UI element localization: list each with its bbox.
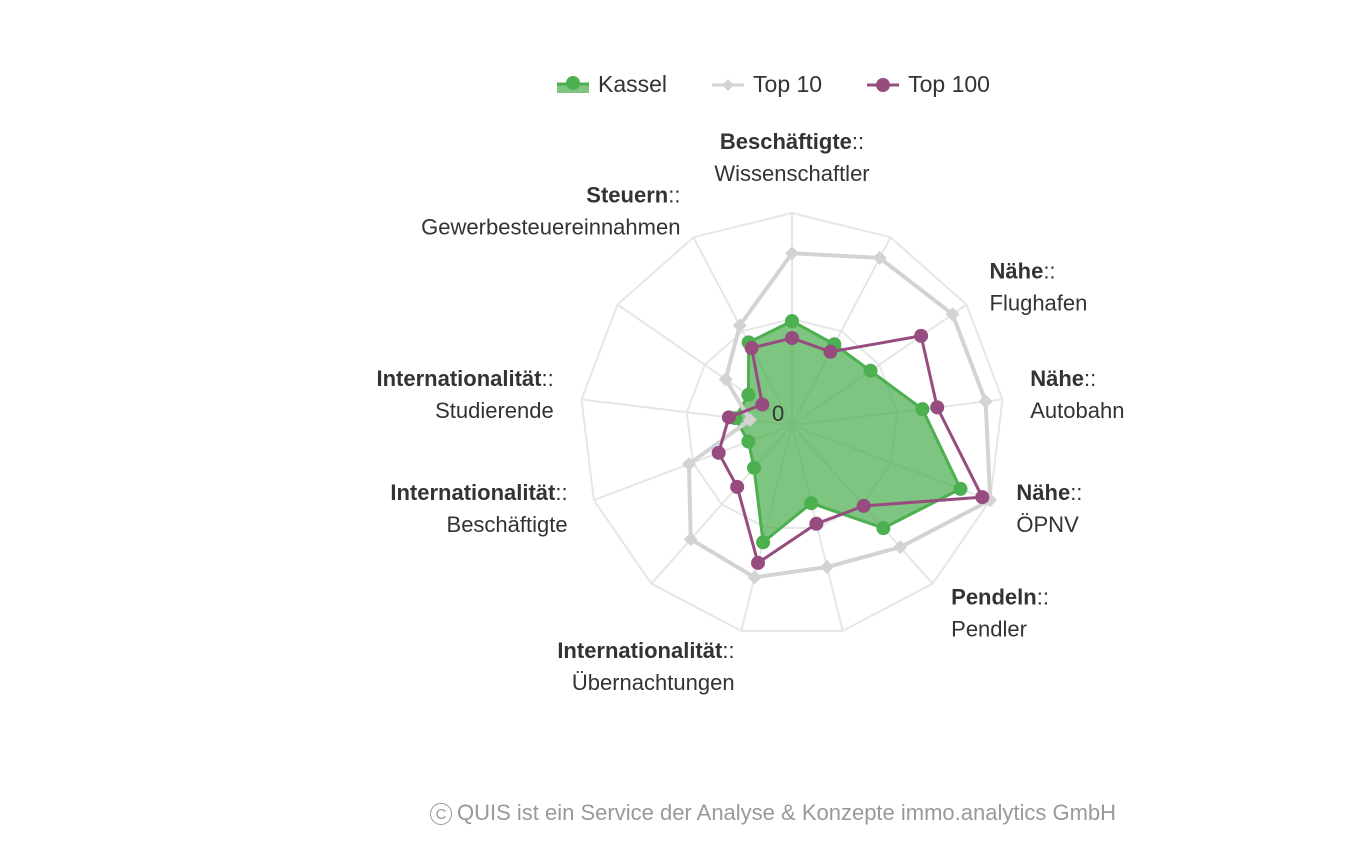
point-top-10-9 bbox=[681, 457, 696, 472]
radial-tick-label-0: 0 bbox=[772, 401, 784, 426]
chart-legend: Kassel Top 10 Top 100 bbox=[556, 70, 990, 98]
point-kassel-5 bbox=[876, 521, 891, 536]
series-line-top-10 bbox=[686, 251, 993, 580]
axis-label-0: Beschäftigte:: Wissenschaftler bbox=[714, 129, 869, 186]
axis-label-name: Autobahn bbox=[1030, 398, 1124, 423]
axis-label-group: Pendeln bbox=[951, 585, 1037, 610]
axis-label-3: Nähe:: Autobahn bbox=[1030, 366, 1124, 423]
grid-ring-100 bbox=[580, 211, 1004, 632]
point-top-10-0 bbox=[785, 246, 799, 261]
axis-label-name: Beschäftigte bbox=[447, 512, 568, 537]
point-top-100-0 bbox=[785, 331, 799, 346]
point-top-100-6 bbox=[809, 516, 824, 531]
series-area-kassel bbox=[735, 321, 961, 543]
point-top-100-7 bbox=[751, 555, 766, 570]
point-top-100-10 bbox=[721, 410, 736, 425]
point-top-100-1 bbox=[823, 344, 838, 359]
axis-label-10: Internationalität:: Studierende bbox=[376, 366, 553, 423]
axis-label-group: Internationalität bbox=[390, 480, 556, 505]
point-top-10-6 bbox=[820, 560, 835, 575]
point-kassel-6 bbox=[804, 496, 819, 511]
copyright-icon: C bbox=[430, 803, 452, 825]
legend-label-kassel: Kassel bbox=[598, 70, 668, 97]
series-top-10 bbox=[681, 246, 998, 585]
axis-label-2: Nähe:: Flughafen bbox=[990, 259, 1088, 316]
axis-label-12: Steuern:: Gewerbesteuereinnahmen bbox=[421, 182, 680, 239]
series-top-100 bbox=[711, 328, 990, 570]
footer-text: QUIS ist ein Service der Analyse & Konze… bbox=[457, 800, 1117, 825]
legend-item-top-10[interactable]: Top 10 bbox=[711, 70, 822, 98]
axis-label-name: Übernachtungen bbox=[572, 670, 735, 695]
axis-label-group: Nähe bbox=[1030, 366, 1084, 391]
axis-label-separator: :: bbox=[1043, 259, 1055, 284]
axis-label-separator: :: bbox=[852, 129, 864, 154]
axis-label-separator: :: bbox=[668, 182, 680, 207]
axis-label-separator: :: bbox=[555, 480, 567, 505]
axis-label-group: Nähe bbox=[1016, 480, 1070, 505]
point-kassel-2 bbox=[863, 363, 878, 378]
axis-label-group: Steuern bbox=[586, 182, 668, 207]
axis-label-separator: :: bbox=[1084, 366, 1096, 391]
point-top-10-11 bbox=[718, 372, 733, 387]
point-top-10-3 bbox=[978, 394, 993, 409]
axis-label-separator: :: bbox=[1037, 585, 1049, 610]
legend-symbol-top-10-icon bbox=[712, 79, 745, 91]
axis-label-name: Gewerbesteuereinnahmen bbox=[421, 214, 680, 239]
point-kassel-8 bbox=[747, 460, 762, 475]
axis-label-group: Beschäftigte bbox=[720, 129, 852, 154]
point-top-100-11 bbox=[755, 397, 770, 412]
axis-label-separator: :: bbox=[1070, 480, 1082, 505]
series-kassel bbox=[728, 314, 968, 550]
point-top-100-12 bbox=[744, 341, 759, 356]
axis-label-9: Internationalität:: Beschäftigte bbox=[390, 480, 567, 537]
point-top-100-5 bbox=[856, 498, 871, 513]
axis-label-group: Internationalität bbox=[557, 638, 723, 663]
point-kassel-0 bbox=[785, 314, 799, 329]
point-kassel-4 bbox=[953, 481, 968, 496]
legend-symbol-kassel-icon bbox=[557, 76, 589, 93]
axis-label-name: Flughafen bbox=[990, 291, 1088, 316]
legend-item-kassel[interactable]: Kassel bbox=[556, 70, 667, 98]
point-kassel-7 bbox=[756, 535, 771, 550]
legend-item-top-100[interactable]: Top 100 bbox=[866, 70, 990, 98]
axis-label-name: Pendler bbox=[951, 617, 1027, 642]
axis-label-name: Studierende bbox=[435, 398, 554, 423]
legend-label-top-100: Top 100 bbox=[908, 70, 990, 97]
point-top-100-4 bbox=[975, 490, 990, 505]
axis-label-name: ÖPNV bbox=[1016, 512, 1079, 537]
axis-label-7: Internationalität:: Übernachtungen bbox=[557, 638, 734, 695]
axis-label-name: Wissenschaftler bbox=[714, 161, 869, 186]
axis-label-separator: :: bbox=[722, 638, 734, 663]
point-top-10-7 bbox=[747, 570, 762, 585]
axis-label-5: Pendeln:: Pendler bbox=[951, 585, 1049, 642]
axis-label-group: Internationalität bbox=[376, 366, 542, 391]
point-top-100-8 bbox=[730, 479, 745, 494]
axis-label-separator: :: bbox=[542, 366, 554, 391]
axis-label-4: Nähe:: ÖPNV bbox=[1016, 480, 1082, 537]
point-top-10-8 bbox=[683, 532, 698, 547]
point-kassel-9 bbox=[741, 434, 756, 449]
series-layer bbox=[681, 246, 998, 585]
axis-label-group: Nähe bbox=[990, 259, 1044, 284]
point-top-10-10 bbox=[742, 412, 757, 427]
point-top-100-2 bbox=[914, 328, 929, 343]
point-top-10-1 bbox=[872, 250, 887, 265]
point-top-10-2 bbox=[945, 307, 960, 322]
point-top-100-9 bbox=[711, 445, 726, 460]
point-top-10-12 bbox=[732, 318, 747, 333]
footer-copyright: C QUIS ist ein Service der Analyse & Konz… bbox=[430, 800, 1116, 826]
grid-ring-50 bbox=[685, 317, 899, 529]
point-kassel-11 bbox=[741, 387, 756, 402]
point-kassel-3 bbox=[915, 402, 930, 417]
legend-label-top-10: Top 10 bbox=[753, 70, 823, 97]
point-top-100-3 bbox=[930, 400, 945, 415]
point-top-10-5 bbox=[893, 540, 908, 555]
legend-symbol-top-100-icon bbox=[867, 78, 900, 92]
